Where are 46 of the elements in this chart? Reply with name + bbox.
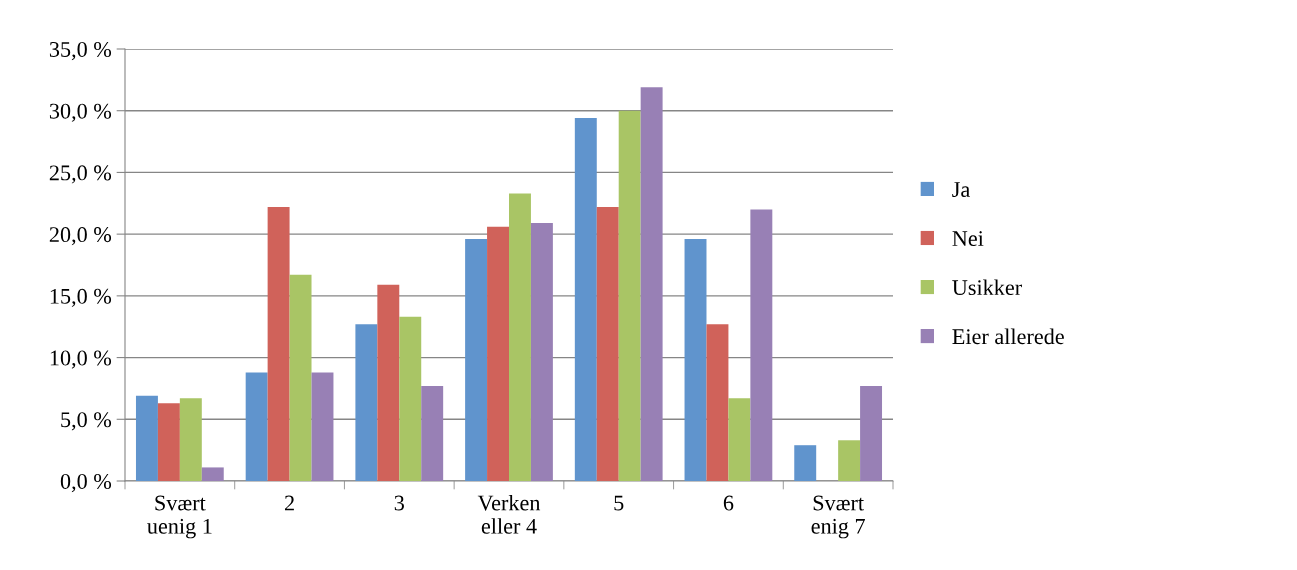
- bar: [596, 206, 619, 481]
- x-tick-label: 5: [614, 495, 624, 511]
- bar: [355, 324, 378, 481]
- x-tick-label: 3: [394, 495, 404, 511]
- bar: [860, 385, 883, 481]
- legend-label: Nei: [952, 231, 984, 247]
- legend-label: Eier allerede: [952, 328, 1064, 345]
- bar: [684, 239, 707, 481]
- x-tick-label: 2: [284, 495, 294, 511]
- x-tick-label: 6: [723, 495, 734, 511]
- y-tick-label: 35,0 %: [49, 41, 112, 61]
- bar: [509, 193, 531, 481]
- bar: [530, 223, 553, 481]
- legend-label: Usikker: [952, 279, 1022, 296]
- y-tick-label: 10,0 %: [50, 350, 112, 369]
- bar: [640, 87, 663, 481]
- bar: [311, 372, 334, 481]
- bar: [487, 226, 509, 481]
- bar: [157, 403, 180, 481]
- bar: [706, 324, 729, 481]
- bar: [245, 372, 268, 481]
- y-tick-label: 5,0 %: [61, 412, 112, 431]
- x-tick-label: Verken eller 4: [477, 494, 541, 534]
- bar: [794, 445, 817, 481]
- bar: [728, 398, 751, 481]
- bar: [135, 395, 158, 481]
- y-tick-label: 15,0 %: [50, 288, 112, 307]
- legend-label: Ja: [952, 182, 970, 197]
- bar: [267, 206, 290, 481]
- y-tick-label: 25,0 %: [49, 165, 112, 184]
- bar: [574, 118, 597, 481]
- bar: [421, 385, 444, 481]
- y-tick-label: 20,0 %: [49, 227, 112, 246]
- bar: [399, 316, 422, 481]
- bar: [201, 467, 224, 481]
- bar: [750, 209, 773, 481]
- bar: [289, 274, 312, 481]
- bar: [618, 110, 641, 481]
- bar: [465, 239, 488, 481]
- y-tick-label: 30,0 %: [49, 103, 112, 122]
- y-tick-label: 0,0 %: [60, 473, 112, 493]
- bar: [838, 440, 861, 481]
- bar: [179, 398, 202, 481]
- x-tick-label: Svært enig 7: [811, 495, 865, 539]
- bar: [377, 284, 400, 481]
- x-tick-label: Svært uenig 1: [147, 495, 212, 539]
